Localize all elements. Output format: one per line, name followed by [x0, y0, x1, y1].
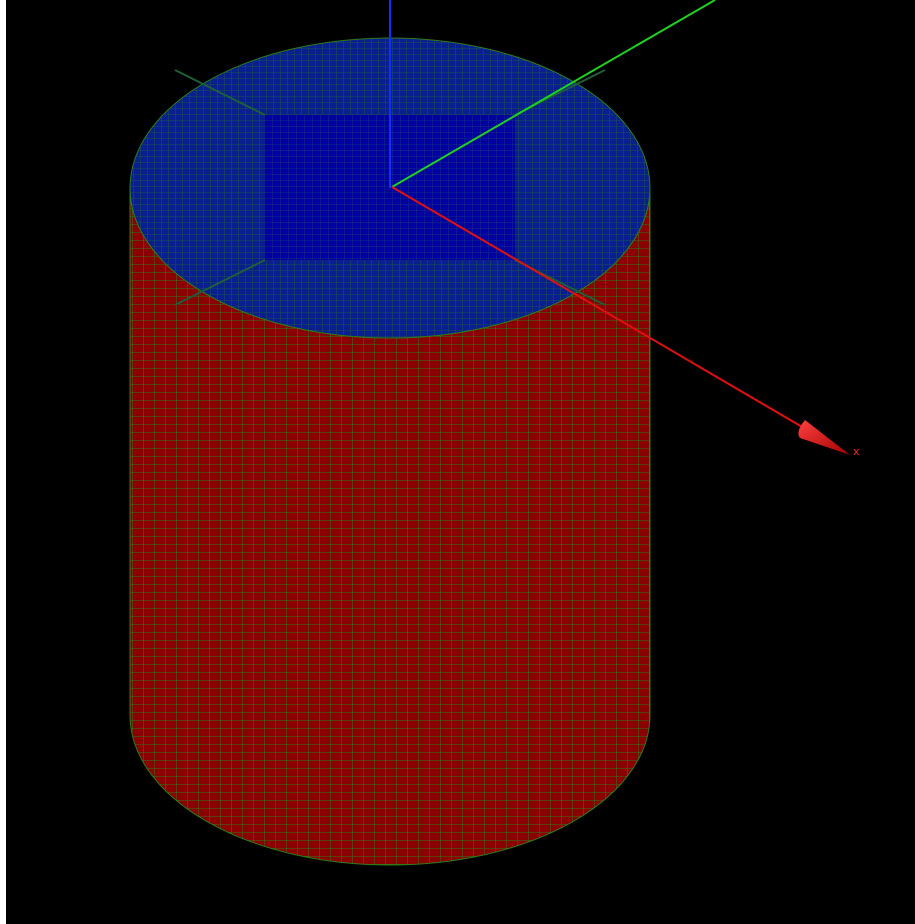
x-axis-arrow [798, 420, 850, 455]
viewport-3d: x [0, 0, 915, 924]
x-axis-label: x [853, 445, 860, 458]
viewer: {"axes": {"x": {"label": "x"}}} x (() =>… [0, 0, 915, 924]
left-border [0, 0, 6, 924]
